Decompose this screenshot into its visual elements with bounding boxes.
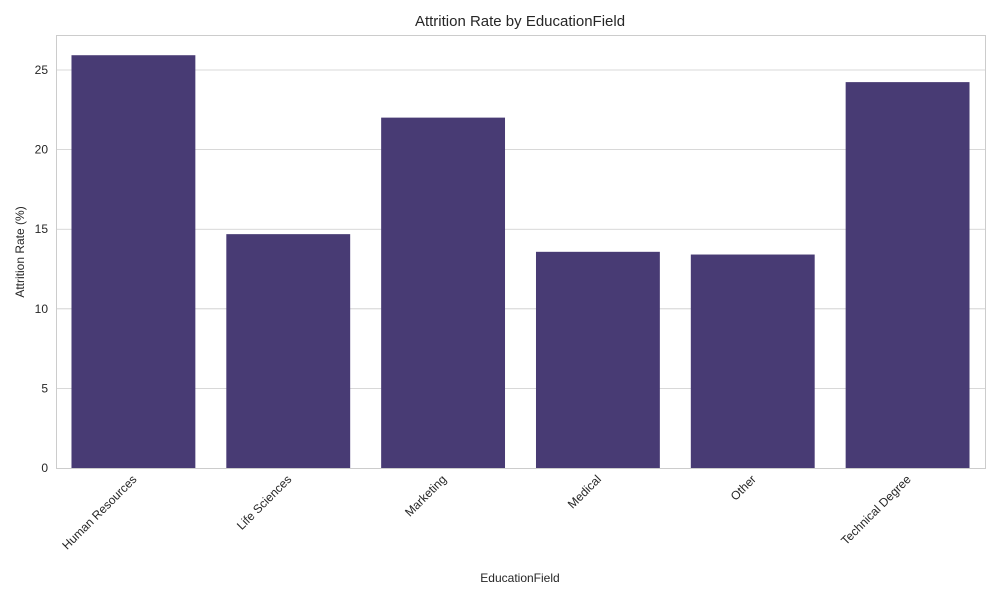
bar-layer [71, 55, 970, 468]
bar-other [690, 254, 815, 468]
grid-layer [56, 69, 985, 389]
x-tick-label: Life Sciences [234, 472, 294, 532]
y-tick-label: 5 [41, 381, 48, 395]
x-tick-label: Other [728, 472, 759, 503]
y-tick-label: 15 [35, 222, 49, 236]
y-tick-label: 0 [41, 461, 48, 475]
x-tick-label: Human Resources [59, 472, 139, 552]
plot-frame [56, 35, 986, 469]
bar-medical [535, 251, 660, 468]
y-tick-label: 25 [35, 63, 49, 77]
x-tick-label: Marketing [402, 472, 449, 519]
chart-title: Attrition Rate by EducationField [415, 13, 625, 30]
x-axis-label: EducationField [480, 571, 559, 585]
bar-technical-degree [845, 82, 970, 468]
bar-human-resources [71, 55, 196, 468]
y-tick-label: 10 [35, 302, 49, 316]
x-tick-layer: Human Resources Life Sciences Marketing Med… [59, 472, 914, 552]
bar-marketing [381, 117, 506, 468]
x-tick-label: Technical Degree [838, 472, 914, 548]
y-tick-layer: 0 5 10 15 20 25 [35, 63, 49, 475]
bar-life-sciences [226, 234, 351, 468]
y-axis-label: Attrition Rate (%) [13, 206, 27, 297]
x-tick-label: Medical [565, 472, 604, 511]
y-tick-label: 20 [35, 143, 49, 157]
